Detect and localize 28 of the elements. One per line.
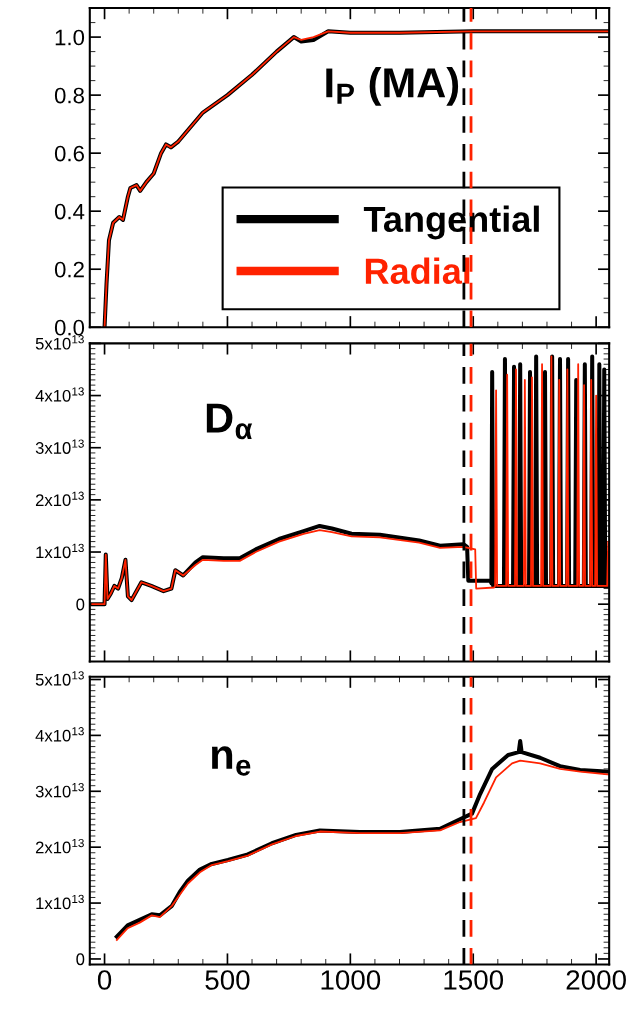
y-tick-label: 0.8 bbox=[54, 87, 84, 104]
annotation: n$_{e}$ bbox=[212, 746, 251, 776]
y-tick-label: 2x10$^{13}$ bbox=[35, 838, 84, 854]
legend-label: Tangential bbox=[363, 205, 539, 240]
y-tick-label: 0.0 bbox=[54, 319, 85, 336]
y-tick-label: 1x10$^{13}$ bbox=[36, 894, 84, 910]
y-tick-label: 0 bbox=[76, 598, 85, 611]
y-tick-label: 0.6 bbox=[54, 145, 84, 162]
annotation: I$_{P}$ (MA) bbox=[326, 67, 459, 106]
y-tick-label: 4x10$^{13}$ bbox=[35, 727, 84, 742]
x-tick-label: 1500 bbox=[444, 970, 504, 990]
y-tick-label: 4x10$^{13}$ bbox=[35, 387, 84, 402]
y-tick-label: 3x10$^{13}$ bbox=[35, 782, 84, 798]
x-tick-label: 500 bbox=[205, 970, 250, 990]
x-tick-label: 2000 bbox=[566, 970, 626, 990]
y-tick-label: 2x10$^{13}$ bbox=[35, 491, 84, 507]
legend-label: Radial bbox=[365, 257, 470, 284]
y-tick-label: 0.4 bbox=[54, 203, 85, 220]
y-tick-label: 5x10$^{13}$ bbox=[35, 671, 84, 686]
y-tick-label: 1x10$^{13}$ bbox=[36, 543, 84, 559]
y-tick-label: 0 bbox=[76, 953, 85, 966]
x-tick-label: 1000 bbox=[321, 970, 381, 990]
y-tick-label: 1.0 bbox=[55, 29, 85, 46]
y-tick-label: 5x10$^{13}$ bbox=[35, 335, 84, 350]
y-tick-label: 3x10$^{13}$ bbox=[35, 439, 84, 454]
annotation: D$_{α}$ bbox=[206, 403, 253, 440]
x-tick-label: 0 bbox=[97, 970, 112, 990]
y-tick-label: 0.2 bbox=[54, 261, 84, 278]
